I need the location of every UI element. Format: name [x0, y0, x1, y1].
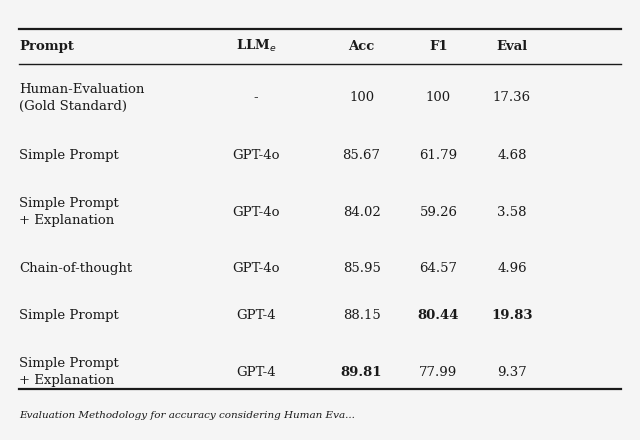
Text: GPT-4o: GPT-4o [232, 149, 280, 162]
Text: 4.96: 4.96 [497, 262, 527, 275]
Text: 88.15: 88.15 [343, 309, 380, 323]
Text: Chain-of-thought: Chain-of-thought [19, 262, 132, 275]
Text: 84.02: 84.02 [343, 205, 380, 219]
Text: Eval: Eval [497, 40, 527, 53]
Text: Evaluation Methodology for accuracy considering Human Eva...: Evaluation Methodology for accuracy cons… [19, 411, 355, 420]
Text: 85.95: 85.95 [342, 262, 381, 275]
Text: 64.57: 64.57 [419, 262, 458, 275]
Text: 89.81: 89.81 [341, 366, 382, 379]
Text: 59.26: 59.26 [419, 205, 458, 219]
Text: -: - [253, 92, 259, 104]
Text: 61.79: 61.79 [419, 149, 458, 162]
Text: F1: F1 [429, 40, 448, 53]
Text: Simple Prompt
+ Explanation: Simple Prompt + Explanation [19, 197, 119, 227]
Text: Simple Prompt
+ Explanation: Simple Prompt + Explanation [19, 357, 119, 387]
Text: GPT-4o: GPT-4o [232, 262, 280, 275]
Text: Prompt: Prompt [19, 40, 74, 53]
Text: Acc: Acc [348, 40, 375, 53]
Text: 9.37: 9.37 [497, 366, 527, 379]
Text: 80.44: 80.44 [418, 309, 459, 323]
Text: 100: 100 [426, 92, 451, 104]
Text: 4.68: 4.68 [497, 149, 527, 162]
Text: LLM$_e$: LLM$_e$ [236, 38, 276, 54]
Text: 17.36: 17.36 [493, 92, 531, 104]
Text: Simple Prompt: Simple Prompt [19, 309, 119, 323]
Text: GPT-4o: GPT-4o [232, 205, 280, 219]
Text: 77.99: 77.99 [419, 366, 458, 379]
Text: 85.67: 85.67 [342, 149, 381, 162]
Text: Simple Prompt: Simple Prompt [19, 149, 119, 162]
Text: Human-Evaluation
(Gold Standard): Human-Evaluation (Gold Standard) [19, 83, 145, 113]
Text: 3.58: 3.58 [497, 205, 527, 219]
Text: GPT-4: GPT-4 [236, 309, 276, 323]
Text: 19.83: 19.83 [492, 309, 532, 323]
Text: GPT-4: GPT-4 [236, 366, 276, 379]
Text: 100: 100 [349, 92, 374, 104]
